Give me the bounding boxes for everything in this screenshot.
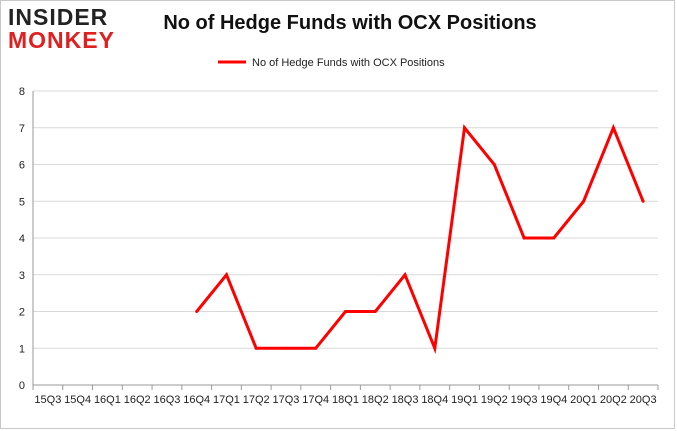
y-tick-label: 0 bbox=[19, 380, 25, 392]
series-line-0 bbox=[195, 123, 645, 355]
y-tick-label: 1 bbox=[19, 343, 25, 355]
data-point bbox=[344, 310, 347, 313]
data-point bbox=[373, 310, 377, 313]
data-point bbox=[492, 163, 496, 166]
data-point bbox=[284, 346, 288, 350]
legend: No of Hedge Funds with OCX Positions bbox=[218, 57, 445, 69]
x-tick-label: 17Q4 bbox=[302, 394, 329, 406]
data-point bbox=[611, 126, 615, 130]
x-tick-label: 19Q1 bbox=[451, 394, 478, 406]
y-tick-label: 8 bbox=[19, 86, 25, 98]
data-point bbox=[463, 126, 467, 130]
gridlines bbox=[33, 90, 658, 386]
data-point bbox=[254, 346, 258, 350]
x-tick-label: 15Q4 bbox=[64, 394, 91, 406]
data-point bbox=[314, 346, 318, 350]
data-point bbox=[552, 236, 556, 240]
x-tick-label: 17Q2 bbox=[243, 394, 270, 406]
x-tick-label: 19Q2 bbox=[481, 394, 508, 406]
x-tick-label: 17Q1 bbox=[213, 394, 240, 406]
data-point bbox=[224, 273, 228, 277]
y-tick-label: 2 bbox=[19, 307, 25, 319]
series-layer bbox=[195, 123, 645, 355]
x-tick-label: 18Q4 bbox=[421, 394, 448, 406]
x-tick-label: 16Q1 bbox=[94, 394, 121, 406]
y-tick-label: 6 bbox=[19, 160, 25, 172]
chart-title: No of Hedge Funds with OCX Positions bbox=[163, 12, 537, 34]
x-tick-label: 18Q2 bbox=[362, 394, 389, 406]
x-tick-label: 16Q4 bbox=[183, 394, 210, 406]
y-tick-label: 7 bbox=[19, 123, 25, 135]
data-point bbox=[433, 346, 437, 350]
x-tick-label: 17Q3 bbox=[273, 394, 300, 406]
legend-label: No of Hedge Funds with OCX Positions bbox=[252, 57, 445, 69]
x-tick-label: 16Q2 bbox=[124, 394, 151, 406]
x-tick-label: 18Q3 bbox=[392, 394, 419, 406]
x-tick-label: 20Q1 bbox=[570, 394, 597, 406]
logo-line-insider: INSIDER bbox=[8, 4, 109, 30]
data-point bbox=[582, 199, 586, 203]
x-tick-label: 16Q3 bbox=[153, 394, 180, 406]
data-point bbox=[195, 310, 199, 313]
x-axis: 15Q3 15Q4 16Q1 16Q2 16Q3 16Q4 17Q1 17Q2 17Q3 17Q4… bbox=[32, 385, 659, 406]
data-point bbox=[641, 199, 645, 203]
data-point bbox=[403, 273, 407, 277]
insider-monkey-logo: INSIDER MONKEY bbox=[8, 6, 126, 52]
y-tick-label: 3 bbox=[19, 270, 25, 282]
y-axis: 0 1 2 3 4 5 6 7 8 bbox=[19, 86, 34, 392]
x-tick-label: 20Q2 bbox=[600, 394, 627, 406]
x-tick-label: 20Q3 bbox=[630, 394, 657, 406]
x-tick-label: 18Q1 bbox=[332, 394, 359, 406]
x-tick-label: 19Q3 bbox=[511, 394, 538, 406]
x-tick-label: 15Q3 bbox=[34, 394, 61, 406]
data-point bbox=[522, 236, 526, 240]
y-tick-label: 4 bbox=[19, 233, 25, 245]
logo-line-monkey: MONKEY bbox=[8, 27, 115, 53]
x-tick-label: 19Q4 bbox=[540, 394, 567, 406]
y-tick-label: 5 bbox=[19, 196, 25, 208]
